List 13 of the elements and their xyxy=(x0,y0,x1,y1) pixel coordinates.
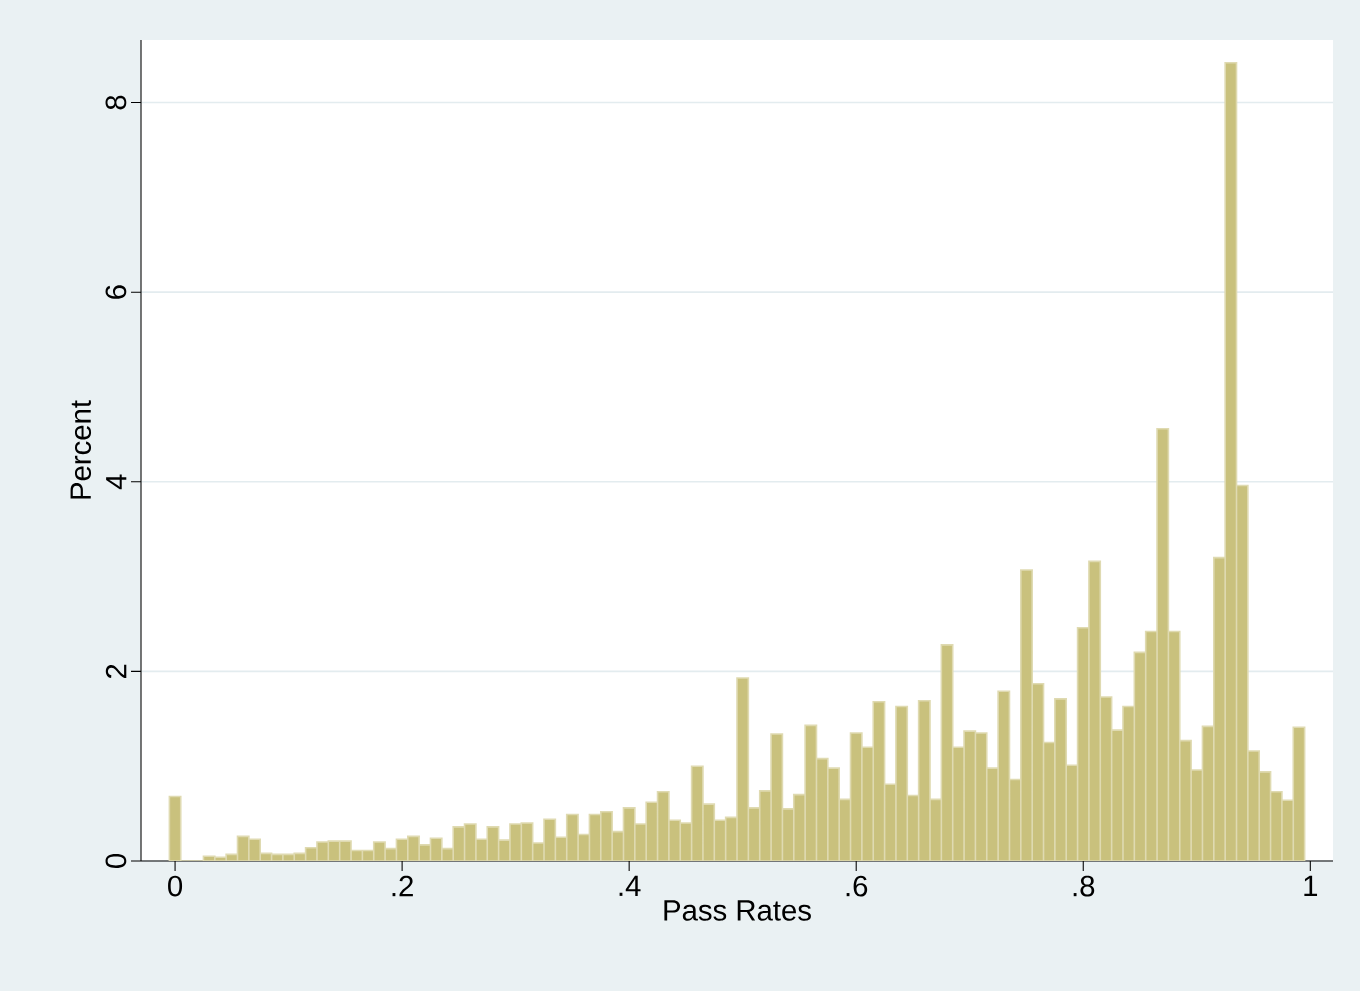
y-tick-label: 6 xyxy=(105,285,127,299)
x-tick-label: .8 xyxy=(1073,875,1095,897)
y-tick-label: 4 xyxy=(106,474,127,490)
y-axis-title: Percent xyxy=(70,400,92,499)
x-axis-title: Pass Rates xyxy=(664,900,811,921)
y-tick-label: 0 xyxy=(105,853,127,868)
x-tick-label: .6 xyxy=(846,875,868,897)
x-tick-label: 1 xyxy=(1304,875,1318,896)
x-tick-label: 0 xyxy=(168,875,183,897)
x-tick-label: .4 xyxy=(619,875,641,896)
y-tick-label: 8 xyxy=(105,95,127,110)
x-tick-label: .2 xyxy=(392,875,413,897)
y-tick-label: 2 xyxy=(105,664,127,679)
